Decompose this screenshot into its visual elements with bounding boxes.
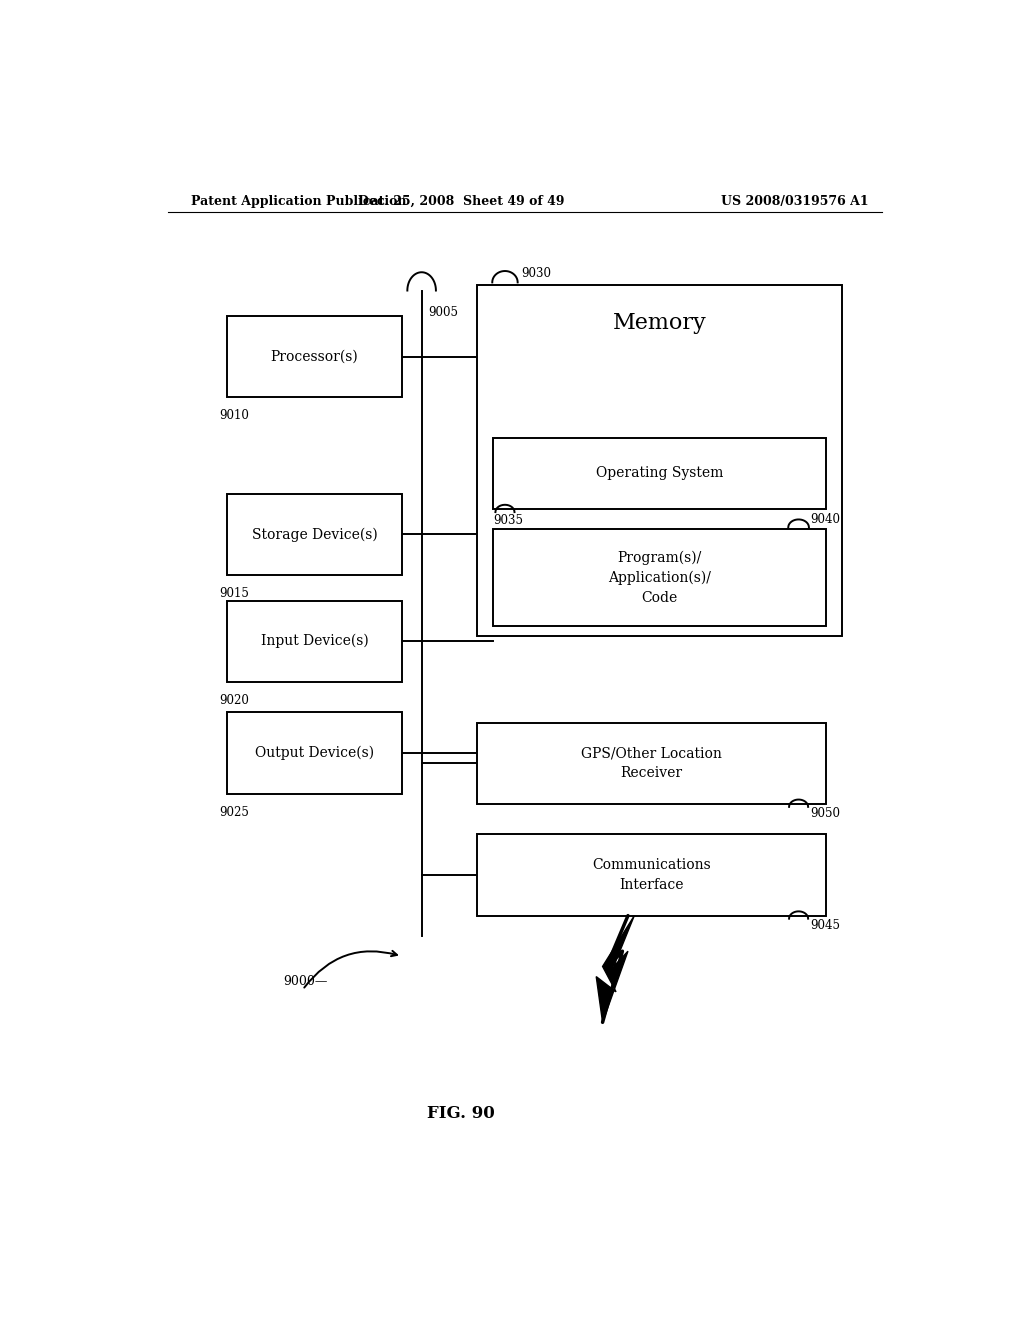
Text: Communications
Interface: Communications Interface — [593, 858, 711, 892]
Text: 9000—: 9000— — [283, 975, 327, 989]
Text: 9025: 9025 — [219, 805, 249, 818]
Bar — [477, 722, 826, 804]
Bar — [494, 529, 826, 626]
Text: Patent Application Publication: Patent Application Publication — [191, 194, 407, 207]
Text: 9020: 9020 — [219, 694, 249, 708]
Text: Program(s)/
Application(s)/
Code: Program(s)/ Application(s)/ Code — [608, 550, 711, 605]
Bar — [227, 494, 401, 576]
Text: Storage Device(s): Storage Device(s) — [252, 527, 378, 541]
Bar — [227, 315, 401, 397]
Text: 9040: 9040 — [811, 513, 841, 527]
Text: 9045: 9045 — [811, 919, 841, 932]
Polygon shape — [596, 916, 634, 1022]
Text: US 2008/0319576 A1: US 2008/0319576 A1 — [721, 194, 868, 207]
Text: 9015: 9015 — [219, 587, 249, 601]
Text: Input Device(s): Input Device(s) — [261, 634, 369, 648]
Text: 9030: 9030 — [521, 268, 552, 280]
Text: 9050: 9050 — [811, 807, 841, 820]
Text: 9010: 9010 — [219, 409, 249, 422]
Bar — [227, 601, 401, 682]
Bar — [477, 285, 842, 636]
Bar — [494, 438, 826, 510]
Text: GPS/Other Location
Receiver: GPS/Other Location Receiver — [582, 746, 722, 780]
Bar — [477, 834, 826, 916]
Text: Processor(s): Processor(s) — [270, 350, 358, 363]
Text: Operating System: Operating System — [596, 466, 723, 480]
Text: Memory: Memory — [612, 312, 707, 334]
Text: Output Device(s): Output Device(s) — [255, 746, 374, 760]
Text: 9005: 9005 — [428, 306, 458, 318]
Bar — [227, 713, 401, 793]
Text: 9035: 9035 — [494, 515, 523, 527]
Text: FIG. 90: FIG. 90 — [427, 1105, 496, 1122]
Text: Dec. 25, 2008  Sheet 49 of 49: Dec. 25, 2008 Sheet 49 of 49 — [358, 194, 564, 207]
